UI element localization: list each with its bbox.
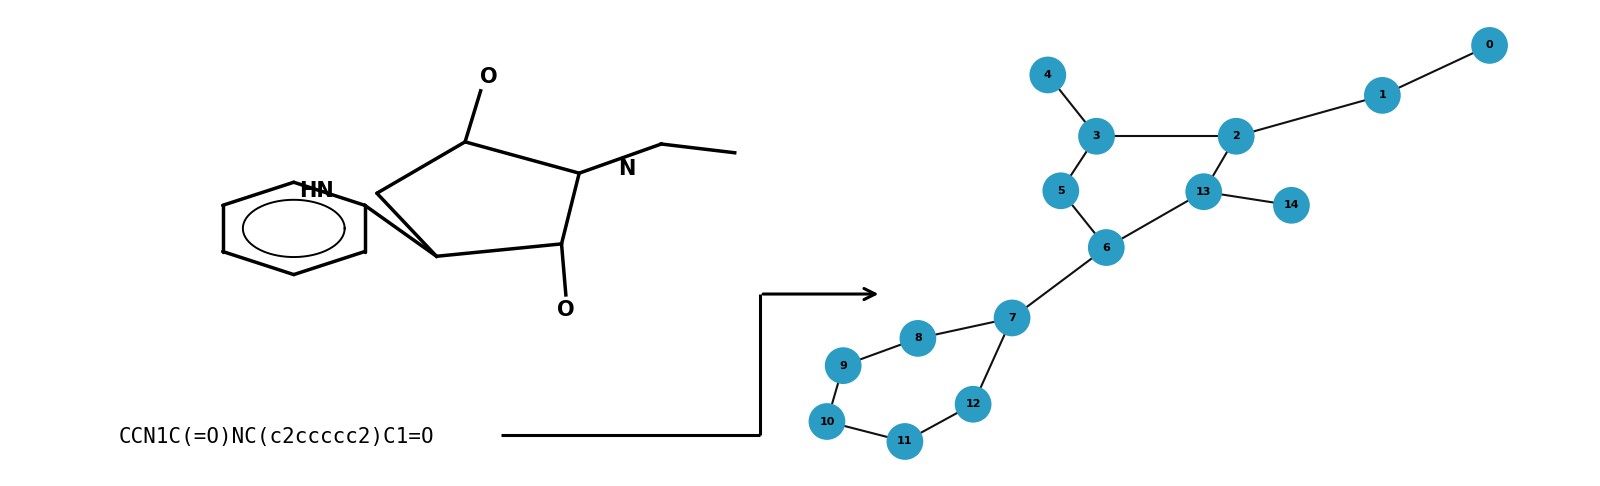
- Point: [906, 334, 931, 342]
- Point: [960, 400, 986, 408]
- Text: 0: 0: [1486, 40, 1493, 51]
- Point: [1190, 188, 1216, 195]
- Text: O: O: [480, 67, 498, 87]
- Point: [814, 417, 840, 425]
- Text: 10: 10: [819, 417, 835, 427]
- Point: [1048, 187, 1074, 195]
- Text: 7: 7: [1008, 313, 1016, 323]
- Point: [830, 362, 856, 369]
- Point: [1035, 71, 1061, 79]
- Point: [1278, 201, 1304, 209]
- Point: [1000, 314, 1026, 322]
- Text: 1: 1: [1379, 90, 1386, 101]
- Point: [1093, 243, 1118, 251]
- Text: 4: 4: [1043, 70, 1051, 80]
- Text: N: N: [618, 159, 635, 179]
- Text: CCN1C(=O)NC(c2ccccc2)C1=O: CCN1C(=O)NC(c2ccccc2)C1=O: [118, 427, 434, 448]
- Text: HN: HN: [299, 181, 334, 201]
- Text: 12: 12: [965, 399, 981, 409]
- Text: 14: 14: [1283, 200, 1299, 210]
- Point: [1224, 132, 1250, 140]
- Text: 2: 2: [1232, 131, 1240, 141]
- Text: 8: 8: [914, 333, 922, 344]
- Text: 9: 9: [840, 361, 846, 371]
- Point: [1477, 41, 1502, 49]
- Text: 13: 13: [1197, 187, 1211, 197]
- Point: [1083, 132, 1109, 140]
- Point: [1370, 91, 1395, 99]
- Point: [893, 437, 918, 445]
- Text: O: O: [557, 300, 574, 320]
- Text: 11: 11: [898, 436, 912, 447]
- Text: 6: 6: [1102, 243, 1110, 253]
- Text: 3: 3: [1093, 131, 1101, 141]
- Text: 5: 5: [1058, 186, 1064, 196]
